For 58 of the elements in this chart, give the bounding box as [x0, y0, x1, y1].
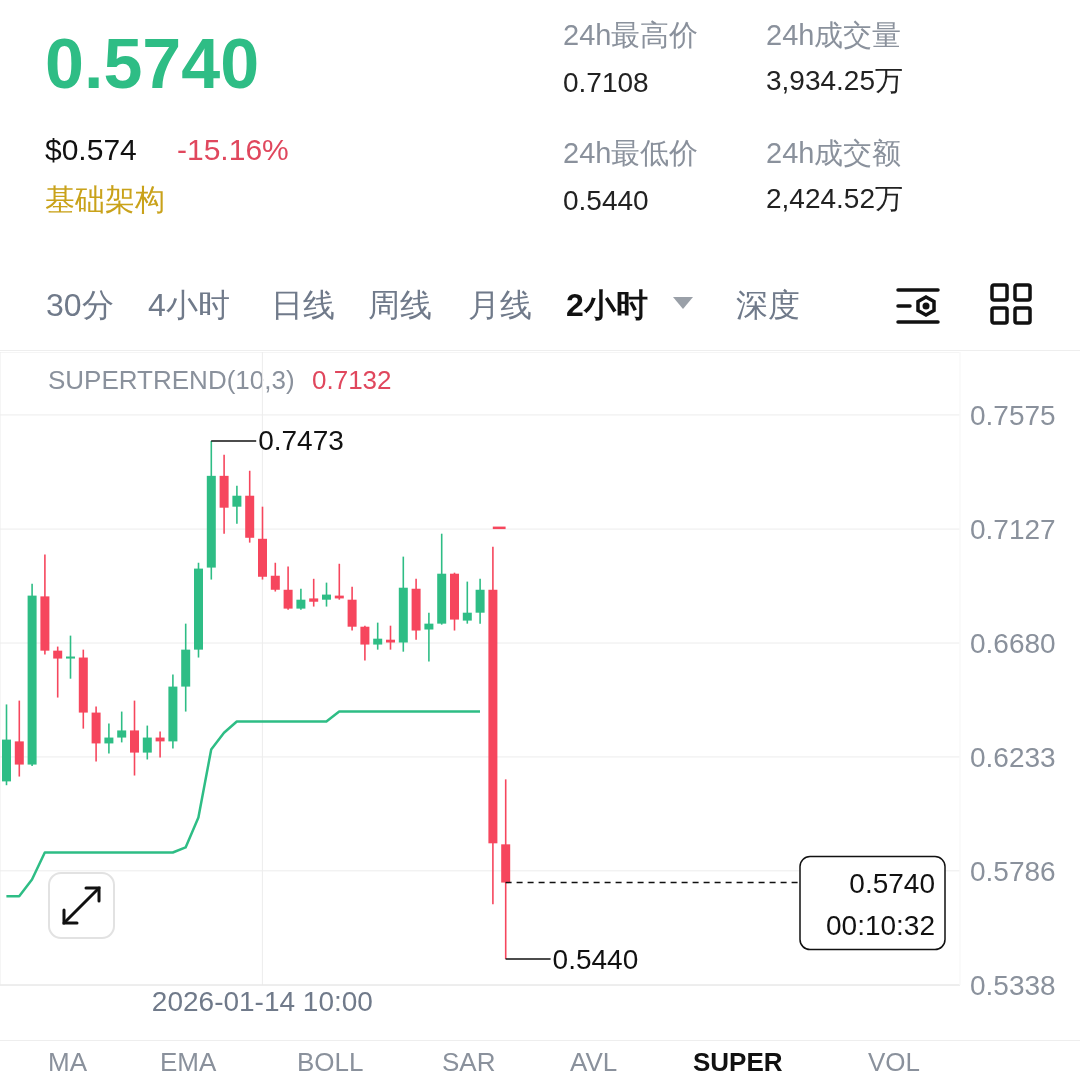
y-tick-label: 0.7575	[970, 399, 1056, 431]
text: 30分	[46, 286, 114, 324]
candlestick	[142, 724, 152, 761]
text: 4小时	[148, 286, 230, 324]
text: $0.574	[45, 132, 137, 168]
text: 0.5440	[563, 184, 649, 218]
text: 3,934.25万	[766, 64, 903, 98]
text: AVL	[570, 1046, 618, 1078]
chart-title: 0.5740	[45, 24, 260, 105]
candlestick	[309, 578, 319, 608]
candlestick	[66, 634, 75, 680]
candlestick	[360, 624, 370, 662]
line-series	[5, 710, 482, 898]
text: 深度	[736, 286, 800, 324]
text: VOL	[868, 1046, 921, 1078]
text: 2,424.52万	[766, 182, 903, 216]
text: BOLL	[297, 1046, 364, 1078]
text: 周线	[368, 286, 432, 324]
text: 0.7108	[563, 66, 649, 100]
text: 24h最高价	[563, 18, 699, 53]
annotation: 00:10:32	[826, 910, 935, 942]
annotation: SUPERTREND(10,3)	[48, 364, 295, 396]
annotation: 0.7473	[258, 425, 344, 457]
candlestick	[14, 699, 24, 778]
candlestick	[270, 561, 280, 593]
x-tick-label: 2026-01-14 10:00	[151, 986, 373, 1017]
text: 24h成交额	[766, 136, 902, 171]
y-tick-label: 0.7127	[970, 514, 1056, 546]
text: 24h最低价	[563, 136, 699, 171]
candlestick	[475, 578, 485, 625]
y-tick-label: 0.6233	[970, 741, 1056, 773]
candlestick	[462, 580, 472, 625]
candlestick	[283, 565, 293, 611]
text: EMA	[160, 1046, 217, 1078]
y-tick-label: 0.6680	[970, 627, 1056, 659]
ref-line-label: 0.5740	[849, 868, 935, 900]
text: SUPER	[693, 1046, 783, 1078]
y-tick-label: 0.5786	[970, 855, 1056, 887]
y-tick-label: 0.5338	[970, 969, 1056, 1001]
candlestick	[386, 624, 395, 651]
text: 月线	[468, 286, 532, 324]
candlestick	[117, 710, 127, 744]
annotation: 0.5440	[552, 943, 639, 975]
text: MA	[48, 1046, 87, 1078]
text: 2小时	[566, 286, 648, 324]
candlestick	[373, 621, 383, 651]
candlestick	[130, 699, 139, 777]
candlestick	[296, 587, 306, 611]
candlestick	[424, 611, 434, 663]
text: SAR	[442, 1046, 496, 1078]
text: 24h成交量	[766, 18, 902, 53]
text: 日线	[271, 286, 335, 324]
candlestick	[232, 484, 242, 525]
text: -15.16%	[177, 132, 289, 168]
candlestick	[322, 581, 331, 608]
text: 基础架构	[45, 182, 165, 218]
annotation: 0.7132	[312, 364, 392, 396]
candlestick	[53, 645, 63, 699]
